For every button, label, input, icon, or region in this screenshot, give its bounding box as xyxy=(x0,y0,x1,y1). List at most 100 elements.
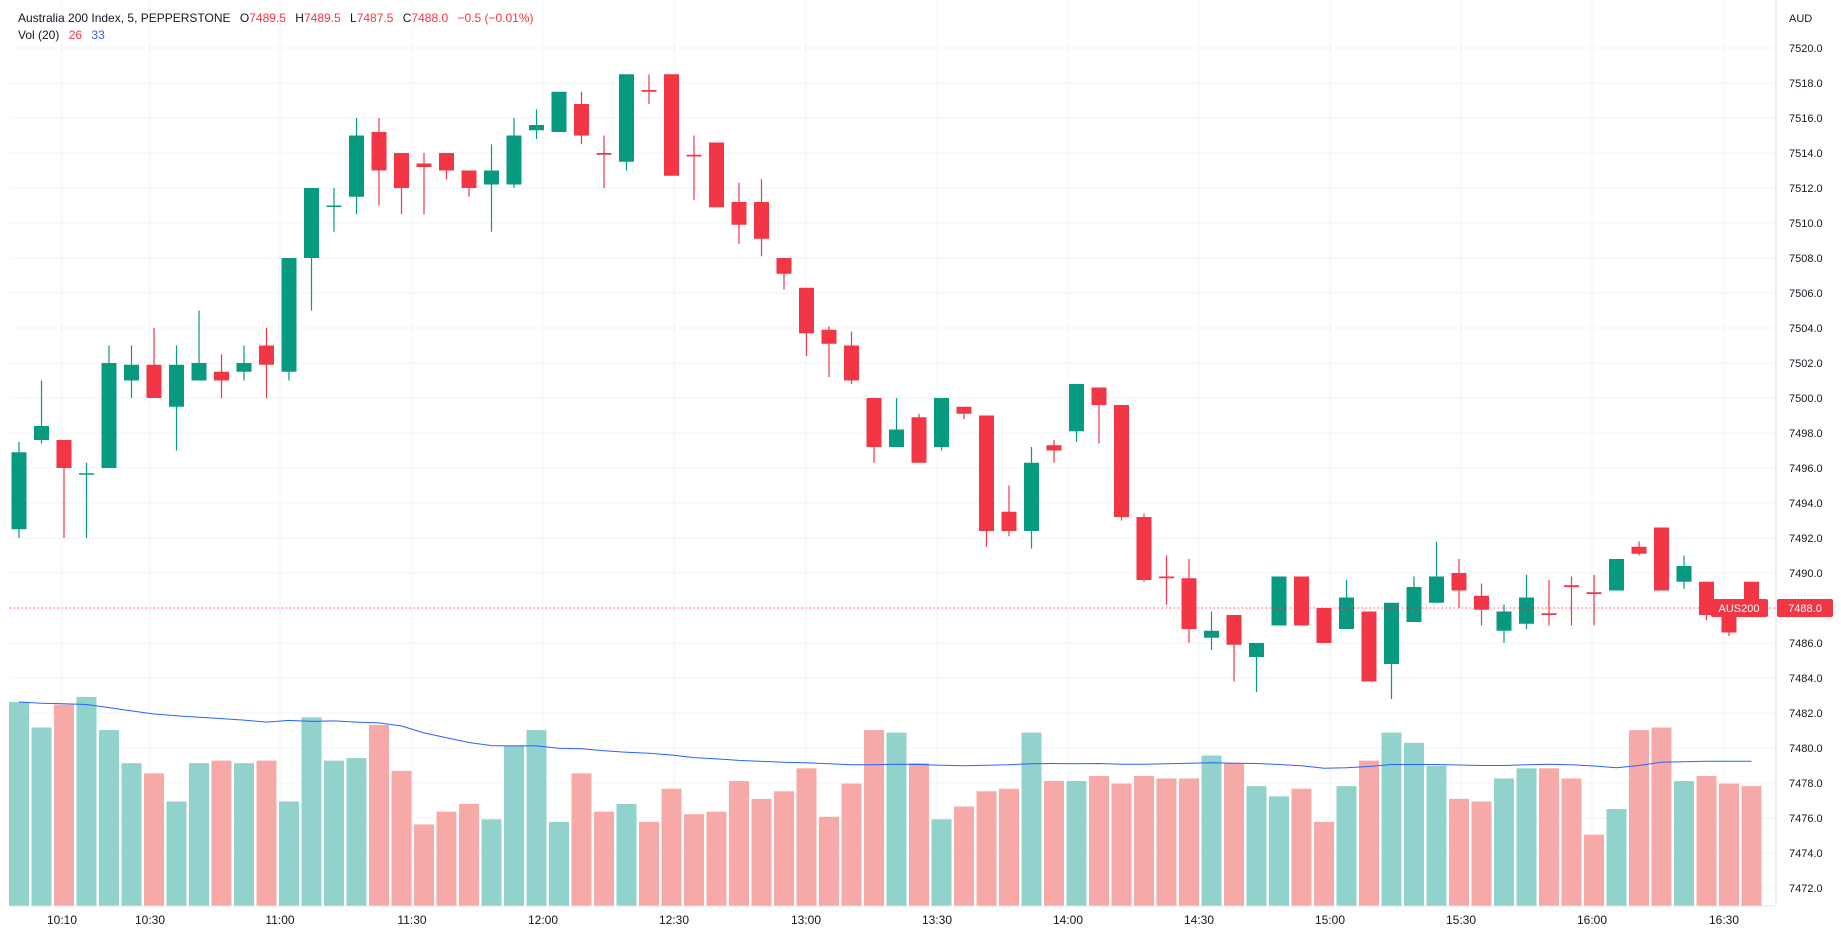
candle[interactable] xyxy=(731,182,747,244)
candle[interactable] xyxy=(844,331,859,385)
candle[interactable] xyxy=(1024,447,1039,549)
candle-body xyxy=(686,154,702,157)
candle[interactable] xyxy=(799,287,814,356)
candle[interactable] xyxy=(889,398,904,447)
candle[interactable] xyxy=(146,328,162,398)
candle[interactable] xyxy=(439,153,454,180)
candle[interactable] xyxy=(394,153,409,215)
candle[interactable] xyxy=(1496,604,1512,644)
candle[interactable] xyxy=(101,345,117,469)
candle[interactable] xyxy=(371,118,387,206)
candle[interactable] xyxy=(506,118,522,188)
candle[interactable] xyxy=(1181,559,1197,643)
candle[interactable] xyxy=(349,118,364,215)
candle[interactable] xyxy=(124,345,139,399)
candle[interactable] xyxy=(214,354,229,398)
candle[interactable] xyxy=(461,170,477,197)
candle-body xyxy=(1001,511,1017,531)
candle[interactable] xyxy=(304,188,319,311)
candle[interactable] xyxy=(1091,387,1107,444)
volume-bar xyxy=(391,770,412,906)
candle[interactable] xyxy=(1294,576,1309,626)
candle[interactable] xyxy=(56,440,72,538)
candle[interactable] xyxy=(911,413,927,463)
volume-bar xyxy=(954,806,974,906)
candle[interactable] xyxy=(281,258,297,381)
volume-bar xyxy=(301,717,322,906)
volume-bar xyxy=(1696,775,1717,906)
candle[interactable] xyxy=(416,153,432,215)
candle[interactable] xyxy=(1249,643,1264,692)
candle[interactable] xyxy=(776,258,792,290)
candle[interactable] xyxy=(821,326,837,377)
candle-body xyxy=(844,345,859,381)
candle[interactable] xyxy=(1114,405,1129,521)
candle[interactable] xyxy=(11,441,27,538)
candle[interactable] xyxy=(1699,581,1714,621)
candle[interactable] xyxy=(1429,541,1444,603)
volume-bar xyxy=(1021,732,1042,906)
candle[interactable] xyxy=(1384,602,1399,699)
candle[interactable] xyxy=(1609,559,1624,591)
candle[interactable] xyxy=(1226,615,1242,682)
candle[interactable] xyxy=(619,74,634,171)
candle[interactable] xyxy=(1631,541,1647,556)
volume-bar xyxy=(616,804,637,906)
volume-bar xyxy=(1156,778,1177,906)
candle[interactable] xyxy=(1654,527,1669,591)
candle[interactable] xyxy=(1159,555,1174,605)
candle[interactable] xyxy=(1001,485,1017,537)
candle[interactable] xyxy=(1541,580,1557,626)
candle[interactable] xyxy=(574,91,589,145)
candle[interactable] xyxy=(709,142,724,208)
candle[interactable] xyxy=(169,345,184,451)
candle[interactable] xyxy=(979,415,994,547)
candle[interactable] xyxy=(79,462,94,538)
candle[interactable] xyxy=(529,109,544,139)
candle[interactable] xyxy=(34,380,49,444)
candle[interactable] xyxy=(484,144,499,232)
volume-bar xyxy=(1269,796,1289,906)
volume-bar xyxy=(1314,821,1334,906)
candle[interactable] xyxy=(956,406,972,419)
candle[interactable] xyxy=(191,310,207,381)
candle[interactable] xyxy=(236,345,252,381)
last-price-symbol: AUS200 xyxy=(1719,603,1760,615)
candle[interactable] xyxy=(551,91,567,132)
volume-bar xyxy=(504,745,524,906)
candle[interactable] xyxy=(1474,583,1489,626)
candle[interactable] xyxy=(1586,574,1602,626)
candle[interactable] xyxy=(326,188,342,232)
candle[interactable] xyxy=(866,398,882,463)
candle[interactable] xyxy=(1451,559,1467,608)
candle[interactable] xyxy=(1204,611,1219,651)
candle[interactable] xyxy=(1046,440,1062,463)
candle-body xyxy=(259,345,274,365)
candle[interactable] xyxy=(1519,574,1534,629)
candle[interactable] xyxy=(596,135,612,189)
candle[interactable] xyxy=(1271,576,1287,626)
candle[interactable] xyxy=(686,135,702,201)
candle[interactable] xyxy=(934,398,949,451)
candle[interactable] xyxy=(259,328,274,398)
candle-body xyxy=(1654,527,1669,591)
candle[interactable] xyxy=(1676,555,1692,589)
candle-body xyxy=(416,163,432,167)
candle[interactable] xyxy=(664,74,679,176)
candle[interactable] xyxy=(1069,384,1084,442)
candle[interactable] xyxy=(754,179,769,257)
candle[interactable] xyxy=(1339,580,1354,629)
candle[interactable] xyxy=(1316,608,1332,643)
volume-bar xyxy=(211,760,232,906)
candle[interactable] xyxy=(641,74,657,104)
candle[interactable] xyxy=(1406,576,1422,623)
candles xyxy=(11,74,1759,699)
price-tick-label: 7516.0 xyxy=(1789,113,1823,125)
time-tick-label: 10:10 xyxy=(47,913,77,927)
candle[interactable] xyxy=(1361,611,1377,682)
candle[interactable] xyxy=(1136,513,1152,582)
candle-body xyxy=(664,74,679,176)
candle[interactable] xyxy=(1564,576,1579,626)
